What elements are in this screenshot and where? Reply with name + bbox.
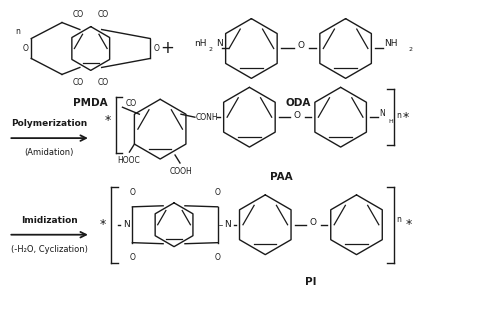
Text: ODA: ODA <box>286 98 311 108</box>
Text: *: * <box>100 218 106 231</box>
Text: n: n <box>396 111 401 120</box>
Text: CO: CO <box>126 99 136 108</box>
Text: CO: CO <box>72 10 84 18</box>
Text: O: O <box>298 41 304 50</box>
Text: NH: NH <box>384 39 398 48</box>
Text: PMDA: PMDA <box>74 98 108 108</box>
Text: (-H₂O, Cyclization): (-H₂O, Cyclization) <box>10 245 88 254</box>
Text: O: O <box>294 111 300 120</box>
Text: O: O <box>214 253 220 262</box>
Text: N: N <box>216 39 222 48</box>
Text: N: N <box>224 220 231 229</box>
Text: n: n <box>15 27 20 36</box>
Text: 2: 2 <box>209 47 213 52</box>
Text: N: N <box>123 220 130 229</box>
Text: O: O <box>130 188 136 197</box>
Text: O: O <box>310 218 316 227</box>
Text: O: O <box>130 253 136 262</box>
Text: N: N <box>380 109 385 118</box>
Text: O: O <box>214 188 220 197</box>
Text: *: * <box>406 218 412 231</box>
Text: O: O <box>153 44 159 53</box>
Text: O: O <box>22 44 28 53</box>
Text: *: * <box>403 111 409 124</box>
Text: Polymerization: Polymerization <box>11 119 87 128</box>
Text: CO: CO <box>72 79 84 87</box>
Text: +: + <box>160 40 174 57</box>
Text: 2: 2 <box>408 47 412 52</box>
Text: CONH: CONH <box>196 113 218 122</box>
Text: *: * <box>104 114 110 127</box>
Text: nH: nH <box>194 39 206 48</box>
Text: H: H <box>388 119 393 124</box>
Text: Imidization: Imidization <box>20 216 78 225</box>
Text: PI: PI <box>305 277 316 286</box>
Text: (Amidation): (Amidation) <box>24 148 74 157</box>
Text: n: n <box>396 215 401 224</box>
Text: HOOC: HOOC <box>117 156 140 165</box>
Text: CO: CO <box>98 10 109 18</box>
Text: CO: CO <box>98 79 109 87</box>
Text: PAA: PAA <box>270 172 292 182</box>
Text: COOH: COOH <box>170 167 192 176</box>
